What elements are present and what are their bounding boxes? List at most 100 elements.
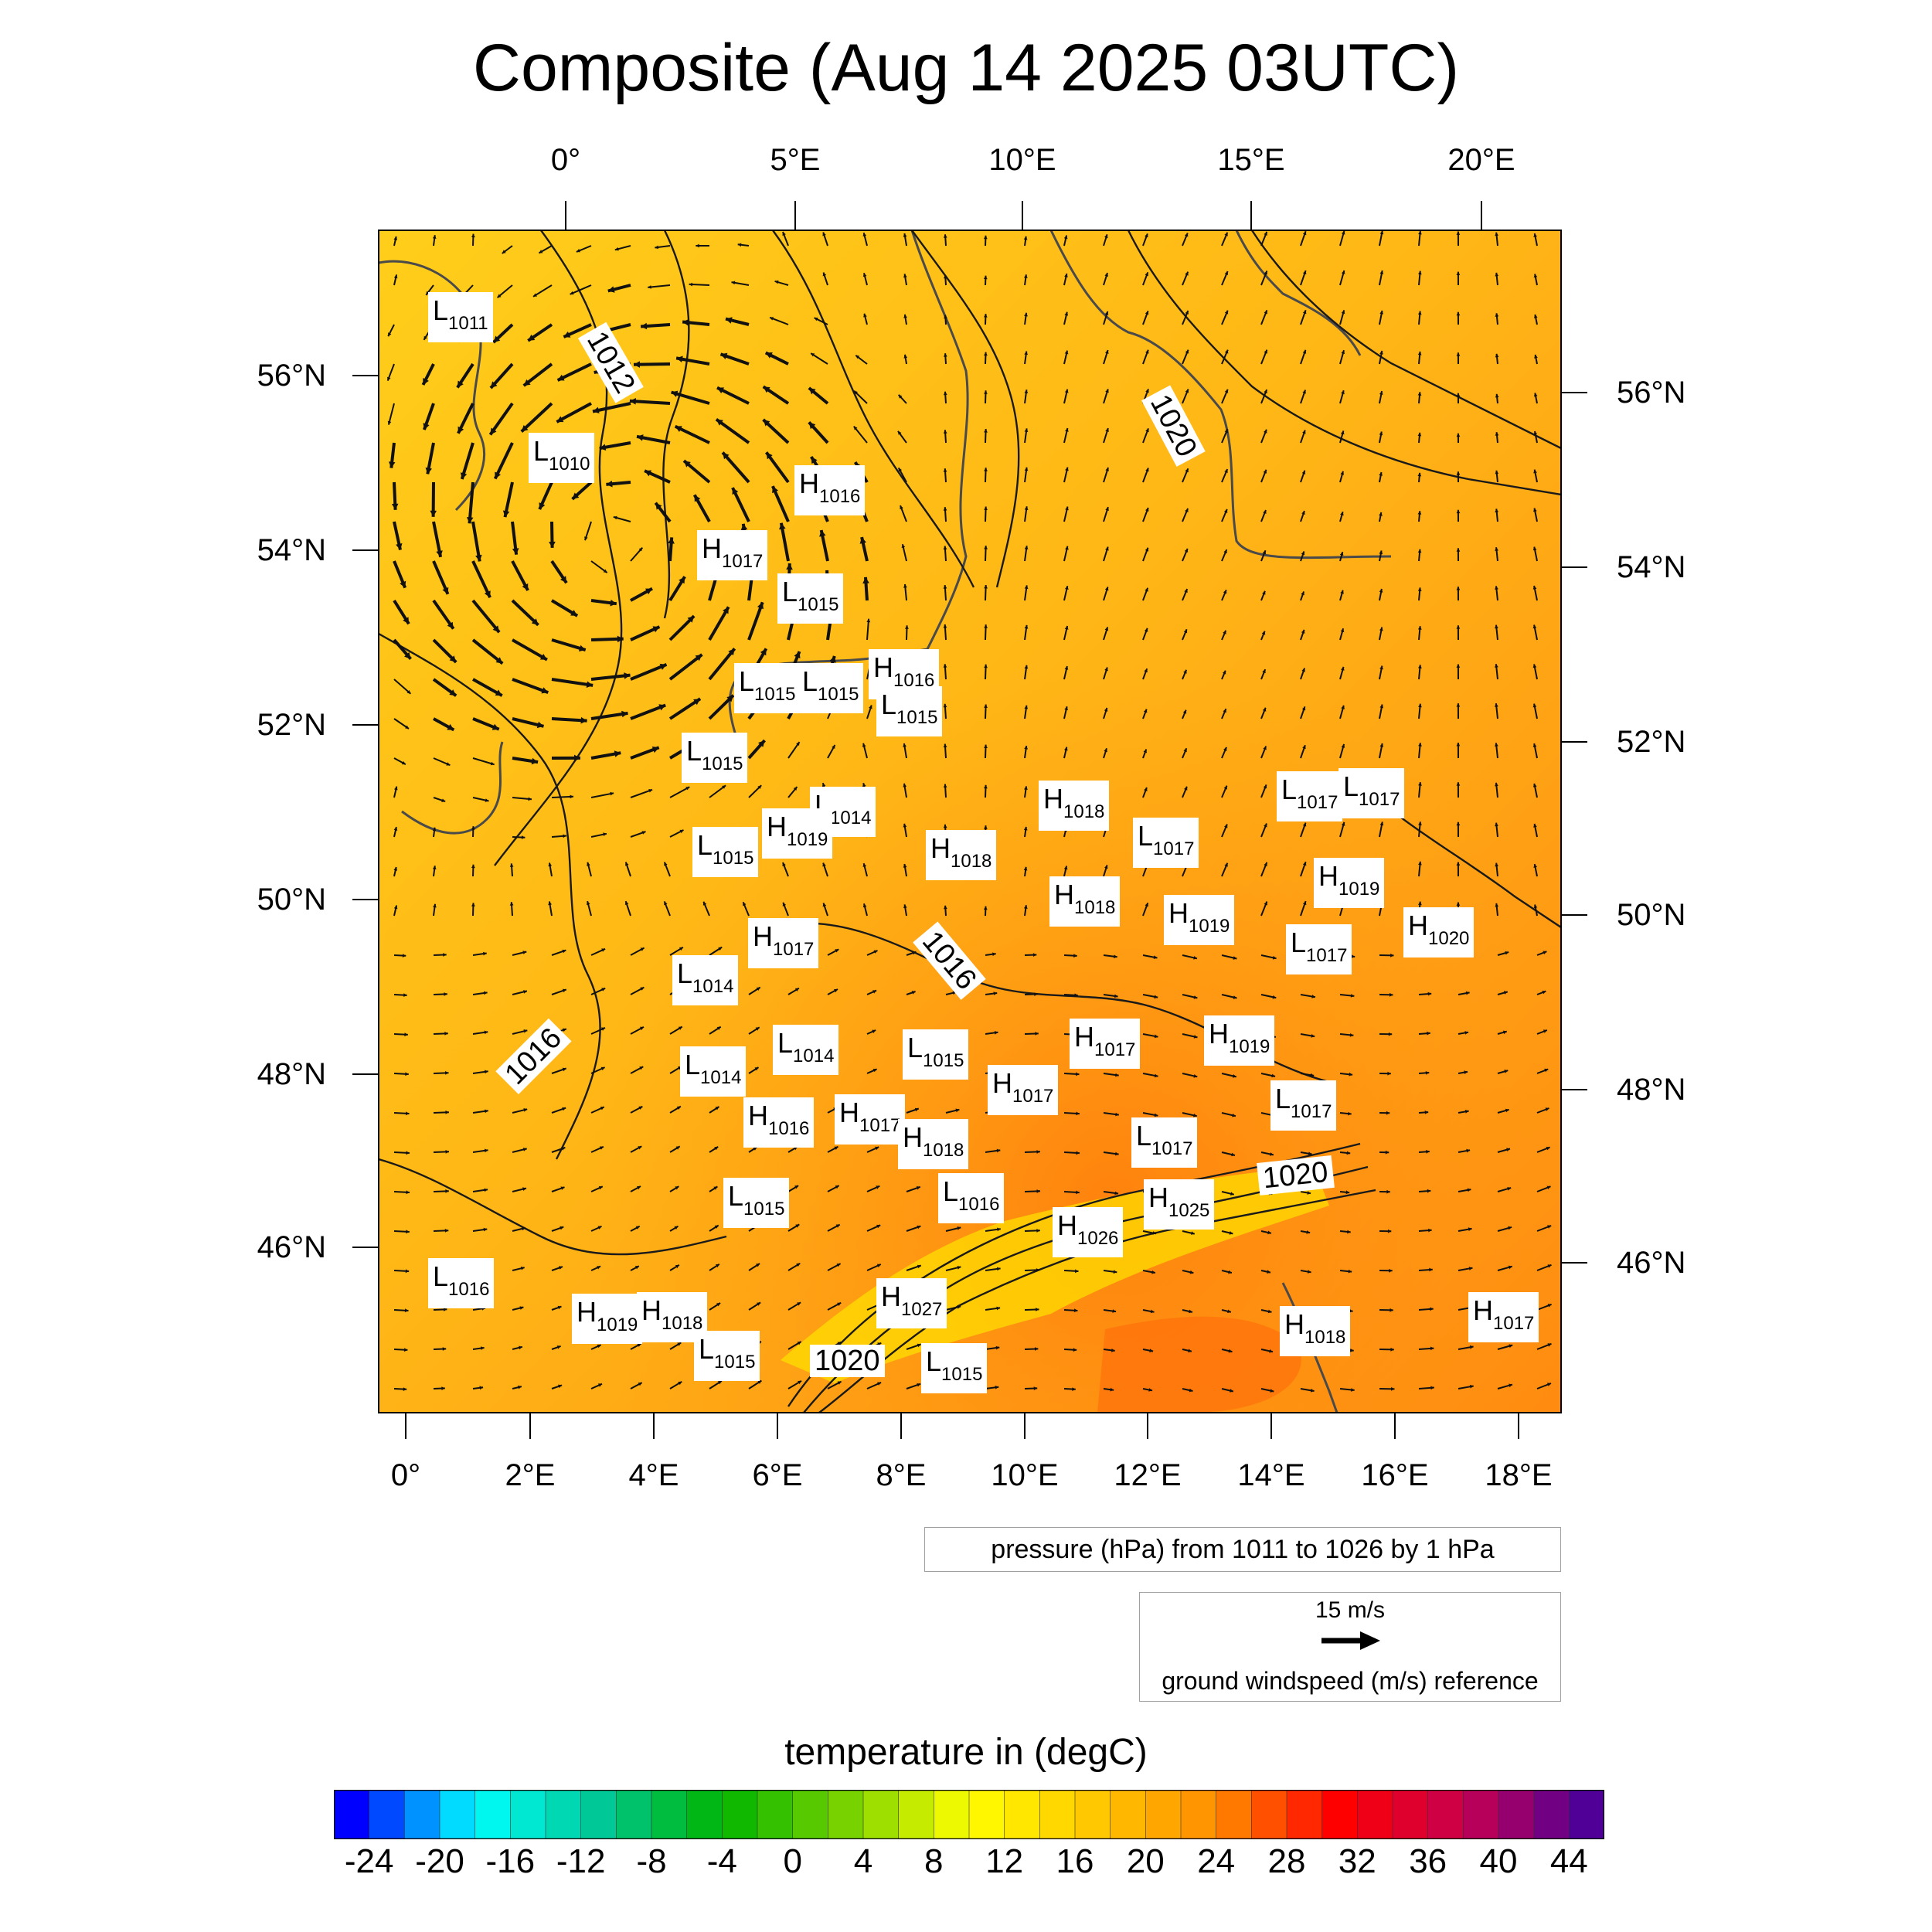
pressure-label: L1015 (723, 1178, 790, 1228)
wind-vector-head (757, 1302, 761, 1306)
wind-vector-head (943, 430, 947, 434)
wind-vector-head (1024, 546, 1029, 549)
wind-vector-head (1544, 1068, 1549, 1073)
wind-vector-head (426, 291, 430, 295)
colorbar-cell (1286, 1790, 1323, 1839)
wind-vector (708, 606, 730, 641)
wind-vector-head (1418, 665, 1422, 668)
wind-vector-head (444, 1032, 448, 1036)
wind-vector-head (570, 794, 573, 799)
wind-vector-head (1143, 749, 1147, 753)
bottom-lon-label: 16°E (1361, 1458, 1429, 1492)
wind-vector-head (484, 1188, 488, 1192)
colorbar-label: -4 (706, 1842, 737, 1880)
wind-vector-head (1386, 1189, 1390, 1194)
wind-vector-head (898, 430, 902, 435)
wind-vector (764, 451, 790, 484)
wind-vector-head (1152, 1231, 1157, 1235)
wind-vector-head (679, 829, 684, 834)
wind-vector-head (859, 537, 866, 544)
wind-vector-head (485, 1109, 488, 1114)
wind-vector-head (634, 1266, 639, 1270)
wind-vector-head (1153, 955, 1158, 959)
wind-vector-head (1036, 1308, 1039, 1311)
wind-vector-head (1542, 990, 1546, 995)
wind-vector-head (877, 1342, 882, 1346)
wind-vector-head (996, 1267, 1001, 1271)
wind-vector-head (1024, 389, 1029, 393)
wind-vector (630, 703, 666, 720)
wind-vector-head (406, 1111, 410, 1116)
wind-vector-head (651, 747, 659, 753)
bottom-lon-label: 8°E (876, 1458, 927, 1492)
wind-vector-head (774, 280, 779, 284)
wind-vector-head (1185, 468, 1189, 473)
wind-vector-head (484, 1148, 488, 1153)
wind-vector-head (580, 716, 587, 724)
wind-vector-head (911, 991, 916, 995)
wind-vector-head (444, 1229, 449, 1233)
wind-vector-head (1104, 627, 1109, 631)
wind-vector (630, 663, 668, 681)
wind-vector-head (1233, 995, 1237, 999)
wind-vector-head (835, 949, 839, 953)
colorbar-label: 12 (985, 1842, 1024, 1880)
wind-vector-head (639, 1066, 644, 1070)
wind-vector-head (655, 245, 658, 250)
wind-vector (721, 451, 750, 484)
wind-vector-head (1145, 508, 1149, 512)
wind-vector-head (1418, 230, 1422, 235)
colorbar-cell (1216, 1790, 1253, 1839)
wind-vector-head (509, 863, 514, 867)
wind-vector-head (1379, 665, 1383, 670)
wind-vector-head (1267, 1309, 1272, 1314)
wind-vector-head (536, 721, 544, 729)
map-frame (378, 230, 1562, 1413)
pressure-label: H1025 (1144, 1179, 1215, 1230)
wind-vector-head (445, 1189, 449, 1193)
wind-vector-head (1264, 231, 1267, 236)
wind-vector-head (901, 544, 906, 548)
wind-vector-head (1145, 233, 1148, 238)
wind-vector-head (1224, 271, 1229, 275)
wind-vector-head (1341, 390, 1345, 395)
wind-vector-head (1024, 351, 1028, 355)
wind-vector-head (832, 745, 835, 749)
wind-vector-head (1264, 862, 1267, 866)
wind-vector-head (1547, 1343, 1552, 1347)
pressure-label: H1017 (1070, 1019, 1141, 1069)
colorbar-cell (968, 1790, 1005, 1839)
wind-vector-head (1547, 1264, 1552, 1268)
wind-vector-head (1023, 866, 1028, 871)
wind-vector-head (1350, 994, 1355, 998)
wind-vector-head (1074, 993, 1078, 998)
wind-vector-head (984, 468, 988, 471)
pressure-label: H1026 (1053, 1207, 1124, 1257)
wind-vector-head (1064, 350, 1069, 355)
wind-vector-head (835, 1185, 839, 1189)
colorbar-label: -8 (636, 1842, 667, 1880)
wind-vector-head (677, 1342, 682, 1346)
wind-vector-head (1509, 1383, 1512, 1388)
wind-vector-head (1390, 1347, 1394, 1352)
wind-vector-head (983, 235, 988, 240)
wind-vector-head (1034, 992, 1038, 996)
colorbar-cell (474, 1790, 512, 1839)
wind-vector-head (1076, 1151, 1080, 1155)
left-lat-label: 46°N (257, 1230, 326, 1264)
wind-vector-head (560, 1226, 564, 1230)
wind-vector-head (715, 1107, 719, 1111)
colorbar-label: 32 (1338, 1842, 1376, 1880)
wind-vector-head (1341, 743, 1345, 748)
wind-vector-head (755, 1027, 760, 1031)
wind-vector-head (1456, 393, 1461, 397)
wind-vector-head (1104, 587, 1109, 591)
wind-vector-head (862, 903, 867, 908)
wind-vector-head (648, 285, 651, 289)
wind-vector-head (1105, 467, 1109, 471)
wind-vector-head (578, 645, 586, 651)
wind-vector-head (917, 1343, 921, 1348)
wind-vector-head (757, 602, 764, 610)
colorbar-cell (1145, 1790, 1182, 1839)
wind-vector-head (1104, 865, 1108, 869)
